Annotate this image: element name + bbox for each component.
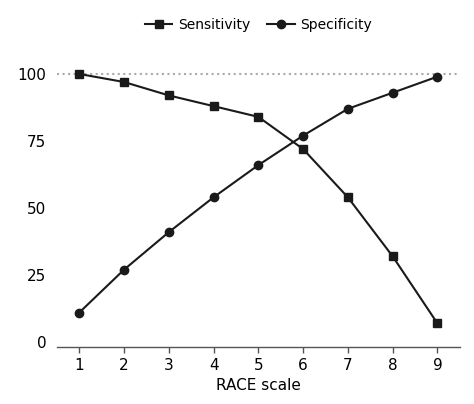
X-axis label: RACE scale: RACE scale: [216, 379, 301, 393]
Legend: Sensitivity, Specificity: Sensitivity, Specificity: [139, 12, 378, 38]
